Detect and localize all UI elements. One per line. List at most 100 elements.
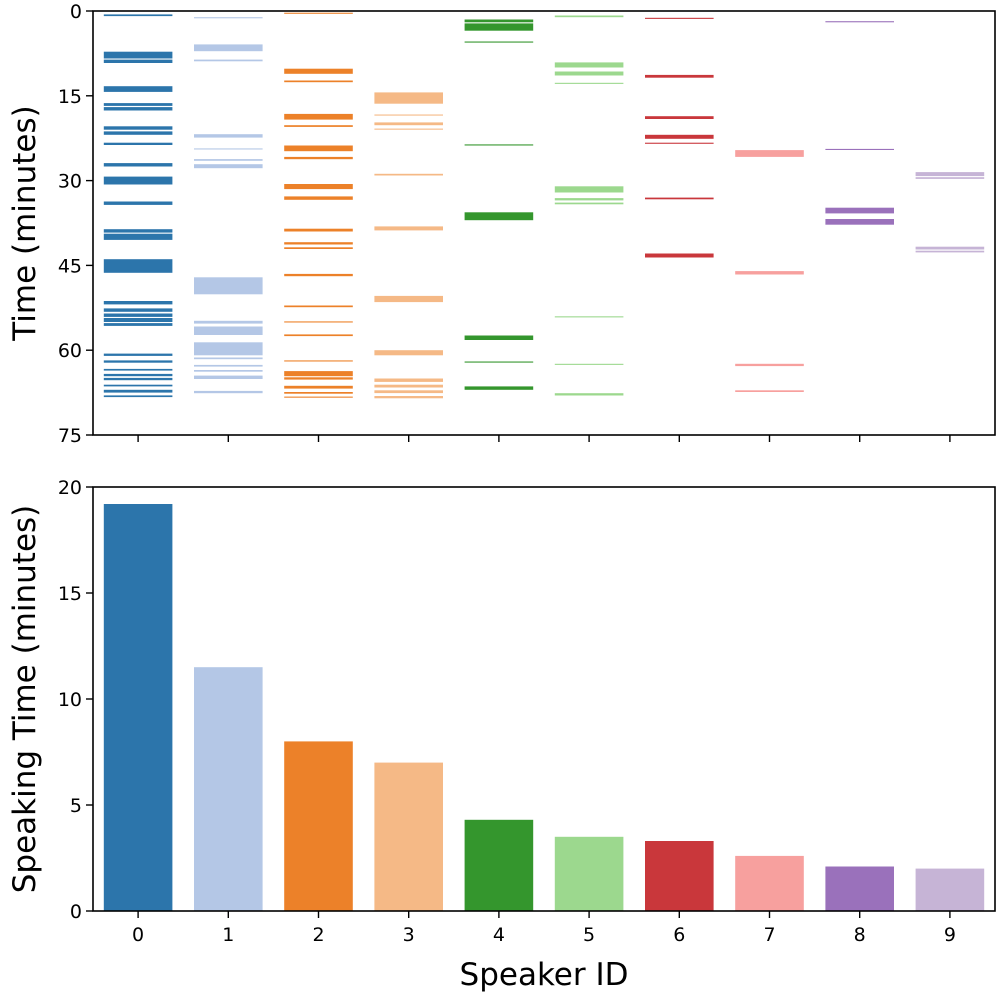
- timeline-segment-speaker-4-2: [464, 41, 534, 43]
- timeline-segment-speaker-3-1: [374, 114, 443, 116]
- bar-x-tick-label-0: 0: [132, 924, 144, 946]
- timeline-segment-speaker-3-0: [374, 92, 443, 104]
- bar-frame: [92, 486, 996, 912]
- timeline-segment-speaker-8-1: [825, 148, 894, 150]
- timeline-segment-speaker-1-4: [194, 148, 263, 150]
- timeline-segment-speaker-3-8: [374, 378, 443, 382]
- timeline-segment-speaker-0-14: [103, 259, 173, 273]
- bar-speaker-8: [825, 866, 894, 911]
- timeline-segment-speaker-9-1: [915, 177, 985, 179]
- timeline-segment-speaker-1-6: [194, 164, 263, 169]
- timeline-segment-speaker-5-8: [554, 363, 624, 365]
- timeline-segment-speaker-3-2: [374, 122, 443, 126]
- timeline-y-tick-label-0: 0: [70, 1, 82, 23]
- timeline-segment-speaker-5-4: [554, 186, 624, 193]
- timeline-segment-speaker-3-7: [374, 350, 443, 356]
- bar-x-axis-title: Speaker ID: [460, 957, 629, 993]
- timeline-segment-speaker-1-10: [194, 342, 263, 356]
- timeline-segment-speaker-7-0: [735, 150, 804, 157]
- timeline-segment-speaker-5-0: [554, 15, 624, 18]
- timeline-segment-speaker-2-2: [284, 80, 353, 83]
- timeline-segment-speaker-2-18: [284, 377, 353, 380]
- timeline-segment-speaker-1-14: [194, 375, 263, 379]
- timeline-segment-speaker-0-5: [103, 107, 173, 111]
- timeline-panel: 0 15 30 45 60 75 Time (minutes): [7, 1, 996, 447]
- timeline-segment-speaker-1-7: [194, 277, 263, 295]
- bar-ticks: 0 5 10 15 20 0 1 2 3 4 5 6 7 8 9: [58, 477, 956, 946]
- timeline-segment-speaker-0-27: [103, 395, 173, 398]
- timeline-segment-speaker-1-0: [194, 17, 263, 19]
- timeline-segment-speaker-0-10: [103, 176, 173, 185]
- bar-speaker-2: [284, 741, 353, 911]
- timeline-segment-speaker-0-12: [103, 229, 173, 233]
- bar-y-tick-label-0: 0: [70, 901, 82, 923]
- timeline-segment-speaker-0-23: [103, 373, 173, 377]
- timeline-y-tick-label-45: 45: [58, 255, 82, 277]
- timeline-segment-speaker-1-1: [194, 44, 263, 52]
- timeline-segment-speaker-2-16: [284, 360, 353, 362]
- bar-speaker-3: [374, 762, 443, 911]
- timeline-segment-speaker-2-10: [284, 242, 353, 245]
- timeline-segment-speaker-0-8: [103, 142, 173, 145]
- timeline-segment-speaker-4-3: [464, 144, 534, 146]
- timeline-segment-speaker-3-10: [374, 390, 443, 394]
- bar-series: [103, 504, 985, 911]
- timeline-segment-speaker-4-4: [464, 212, 534, 221]
- bar-y-axis-title: Speaking Time (minutes): [7, 505, 43, 894]
- bar-speaker-6: [645, 841, 714, 911]
- timeline-segment-speaker-0-2: [103, 59, 173, 63]
- timeline-segment-speaker-2-9: [284, 228, 353, 232]
- timeline-segment-speaker-0-7: [103, 131, 173, 135]
- timeline-segment-speaker-8-2: [825, 207, 894, 214]
- timeline-segment-speaker-2-5: [284, 145, 353, 152]
- timeline-segment-speaker-0-19: [103, 323, 173, 326]
- timeline-segment-speaker-3-5: [374, 226, 443, 231]
- timeline-frame: [92, 10, 996, 436]
- bar-speaker-9: [915, 868, 985, 911]
- timeline-ticks: 0 15 30 45 60 75: [58, 1, 951, 447]
- timeline-segment-speaker-2-7: [284, 184, 353, 190]
- timeline-segment-speaker-0-13: [103, 233, 173, 240]
- bar-y-tick-label-10: 10: [58, 689, 82, 711]
- timeline-segment-speaker-4-7: [464, 386, 534, 390]
- timeline-segment-speaker-2-0: [284, 12, 353, 14]
- timeline-segment-speaker-7-2: [735, 363, 804, 367]
- timeline-segment-speaker-2-21: [284, 396, 353, 398]
- timeline-segment-speaker-5-5: [554, 198, 624, 201]
- timeline-segment-speaker-5-7: [554, 316, 624, 318]
- bar-panel: 0 5 10 15 20 0 1 2 3 4 5 6 7 8 9 Speaking Time (minute…: [7, 477, 996, 993]
- timeline-segment-speaker-2-19: [284, 385, 353, 389]
- timeline-y-tick-label-60: 60: [58, 340, 82, 362]
- timeline-segment-speaker-0-20: [103, 353, 173, 356]
- timeline-segment-speaker-2-12: [284, 273, 353, 277]
- timeline-segment-speaker-2-3: [284, 113, 353, 120]
- timeline-segment-speaker-1-8: [194, 320, 263, 324]
- timeline-segment-speaker-0-0: [103, 14, 173, 17]
- timeline-segment-speaker-3-9: [374, 384, 443, 388]
- timeline-segment-speaker-4-1: [464, 23, 534, 31]
- bar-speaker-0: [103, 504, 173, 911]
- timeline-segment-speaker-7-3: [735, 390, 804, 392]
- timeline-segment-speaker-1-5: [194, 159, 263, 161]
- bar-x-tick-label-5: 5: [583, 924, 595, 946]
- timeline-segment-speaker-1-15: [194, 390, 263, 394]
- timeline-segment-speaker-6-1: [645, 74, 714, 78]
- timeline-segment-speaker-2-14: [284, 321, 353, 323]
- timeline-segment-speaker-0-25: [103, 384, 173, 387]
- timeline-segment-speaker-5-2: [554, 71, 624, 76]
- timeline-y-tick-label-15: 15: [58, 86, 82, 108]
- timeline-segment-speaker-3-4: [374, 173, 443, 176]
- timeline-y-tick-label-75: 75: [58, 425, 82, 447]
- bar-speaker-1: [194, 667, 263, 911]
- timeline-segment-speaker-0-16: [103, 308, 173, 312]
- bar-x-tick-label-6: 6: [673, 924, 685, 946]
- timeline-segment-speaker-1-13: [194, 370, 263, 372]
- timeline-segment-speaker-7-1: [735, 271, 804, 275]
- timeline-segment-speaker-3-11: [374, 396, 443, 399]
- timeline-segment-speaker-0-17: [103, 313, 173, 317]
- timeline-segment-speaker-0-21: [103, 360, 173, 363]
- timeline-segment-speaker-2-17: [284, 371, 353, 377]
- bar-x-tick-label-8: 8: [854, 924, 866, 946]
- timeline-segment-speaker-6-6: [645, 253, 714, 258]
- timeline-segment-speaker-4-6: [464, 361, 534, 363]
